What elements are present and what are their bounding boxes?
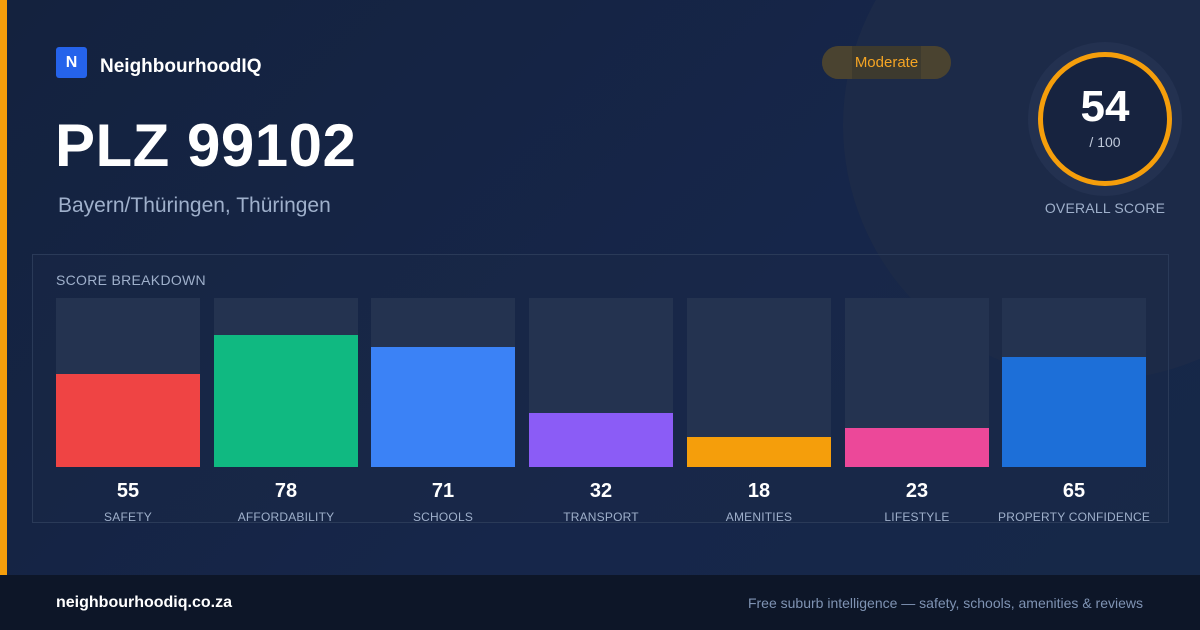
bar-value-amenities: 18 <box>747 480 771 502</box>
page-title: PLZ 99102 <box>55 112 357 179</box>
bar-track <box>56 298 200 467</box>
bar-fill-property-confidence <box>1002 357 1146 467</box>
bar-fill-transport <box>529 413 673 467</box>
bar-label-safety: SAFETY <box>104 510 152 524</box>
overall-score-value: 54 <box>1080 82 1130 131</box>
bar-affordability: 78 AFFORDABILITY <box>214 298 358 524</box>
score-breakdown-title: SCORE BREAKDOWN <box>56 272 206 288</box>
bar-amenities: 18 AMENITIES <box>687 298 831 524</box>
bar-track <box>371 298 515 467</box>
bar-value-affordability: 78 <box>274 480 298 502</box>
rating-badge-label: Moderate <box>854 54 919 71</box>
bar-value-safety: 55 <box>116 480 140 502</box>
bar-value-lifestyle: 23 <box>905 480 929 502</box>
bar-label-transport: TRANSPORT <box>563 510 639 524</box>
bar-track <box>1002 298 1146 467</box>
location-subtitle: Bayern/Thüringen, Thüringen <box>58 194 331 217</box>
bar-label-lifestyle: LIFESTYLE <box>884 510 950 524</box>
accent-bar <box>0 0 7 575</box>
score-ring <box>1038 52 1172 186</box>
bar-schools: 71 SCHOOLS <box>371 298 515 524</box>
overall-score-label: OVERALL SCORE <box>1044 200 1166 216</box>
bar-label-affordability: AFFORDABILITY <box>237 510 335 524</box>
score-breakdown-bars: 55 SAFETY 78 AFFORDABILITY 71 SCHOOLS 32 TRANSP… <box>56 298 1150 524</box>
brand-name: NeighbourhoodIQ <box>100 55 262 77</box>
bar-track <box>845 298 989 467</box>
bar-lifestyle: 23 LIFESTYLE <box>845 298 989 524</box>
bar-label-property-confidence: PROPERTY CONFIDENCE <box>998 510 1151 524</box>
rating-badge: Moderate <box>822 46 951 79</box>
bar-safety: 55 SAFETY <box>56 298 200 524</box>
bar-label-amenities: AMENITIES <box>725 510 793 524</box>
bar-track <box>687 298 831 467</box>
bar-value-schools: 71 <box>431 480 455 502</box>
overall-score-gauge: 54 / 100 <box>1028 42 1182 196</box>
overall-score-max: / 100 <box>1089 134 1121 150</box>
bar-fill-lifestyle <box>845 428 989 467</box>
bar-fill-amenities <box>687 437 831 467</box>
bar-value-property-confidence: 65 <box>1062 480 1086 502</box>
bar-property-confidence: 65 PROPERTY CONFIDENCE <box>998 298 1150 524</box>
footer-tagline: Free suburb intelligence — safety, schoo… <box>747 595 1143 611</box>
bar-track <box>529 298 673 467</box>
bar-fill-safety <box>56 374 200 467</box>
bar-fill-schools <box>371 347 515 467</box>
bar-track <box>214 298 358 467</box>
bar-label-schools: SCHOOLS <box>412 510 474 524</box>
bar-value-transport: 32 <box>589 480 613 502</box>
score-breakdown-panel: SCORE BREAKDOWN 55 SAFETY 78 AFFORDABILITY 7… <box>32 254 1169 524</box>
brand-logo-icon: N <box>56 47 87 78</box>
brand[interactable]: N NeighbourhoodIQ <box>56 47 261 78</box>
bar-fill-affordability <box>214 335 358 467</box>
footer-domain-link[interactable]: neighbourhoodiq.co.za <box>56 594 232 611</box>
footer: neighbourhoodiq.co.za Free suburb intell… <box>0 575 1200 630</box>
bar-transport: 32 TRANSPORT <box>529 298 673 524</box>
